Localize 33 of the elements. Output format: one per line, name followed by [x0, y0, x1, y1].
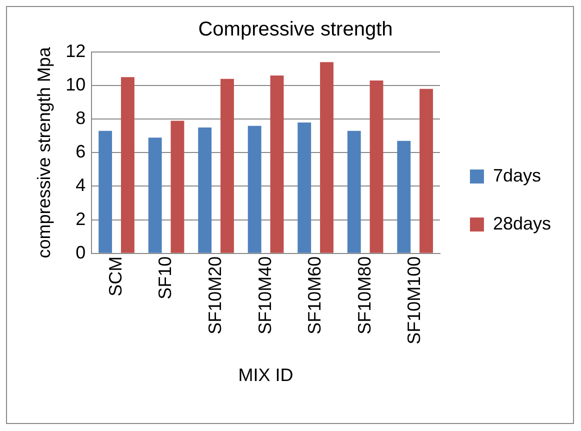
legend-label: 7days: [492, 165, 542, 186]
y-tick-label: 4: [76, 175, 86, 196]
bar: [370, 80, 384, 253]
x-tick-label: SF10M100: [404, 256, 424, 344]
bar: [120, 77, 134, 253]
bar: [298, 122, 312, 253]
y-tick-label: 8: [76, 108, 86, 128]
y-tick-label: 6: [76, 142, 86, 162]
x-axis-title: MIX ID: [238, 365, 294, 386]
bar: [198, 128, 212, 253]
x-tick-label: SF10M60: [304, 256, 325, 334]
chart-title: Compressive strength: [198, 18, 393, 41]
bar: [420, 88, 433, 253]
bar: [270, 75, 284, 253]
bar: [347, 130, 361, 253]
y-tick-label: 12: [66, 40, 86, 61]
x-tick-label: SF10: [155, 256, 176, 300]
bar: [148, 138, 162, 253]
x-tick-label: SCM: [105, 256, 126, 296]
bar: [170, 120, 184, 253]
bar: [397, 140, 411, 253]
bar: [248, 126, 262, 253]
x-tick-label: SF10M40: [254, 256, 275, 334]
y-axis-title: compressive strength Mpa: [34, 46, 54, 258]
bar: [320, 62, 334, 253]
bar: [98, 130, 112, 253]
y-tick-label: 10: [66, 74, 86, 95]
bar: [220, 78, 234, 253]
x-tick-label: SF10M20: [204, 256, 225, 334]
y-tick-label: 2: [76, 208, 86, 229]
legend-label: 28days: [492, 213, 552, 234]
x-tick-label: SF10M80: [354, 256, 374, 334]
y-tick-label: 0: [76, 242, 86, 262]
